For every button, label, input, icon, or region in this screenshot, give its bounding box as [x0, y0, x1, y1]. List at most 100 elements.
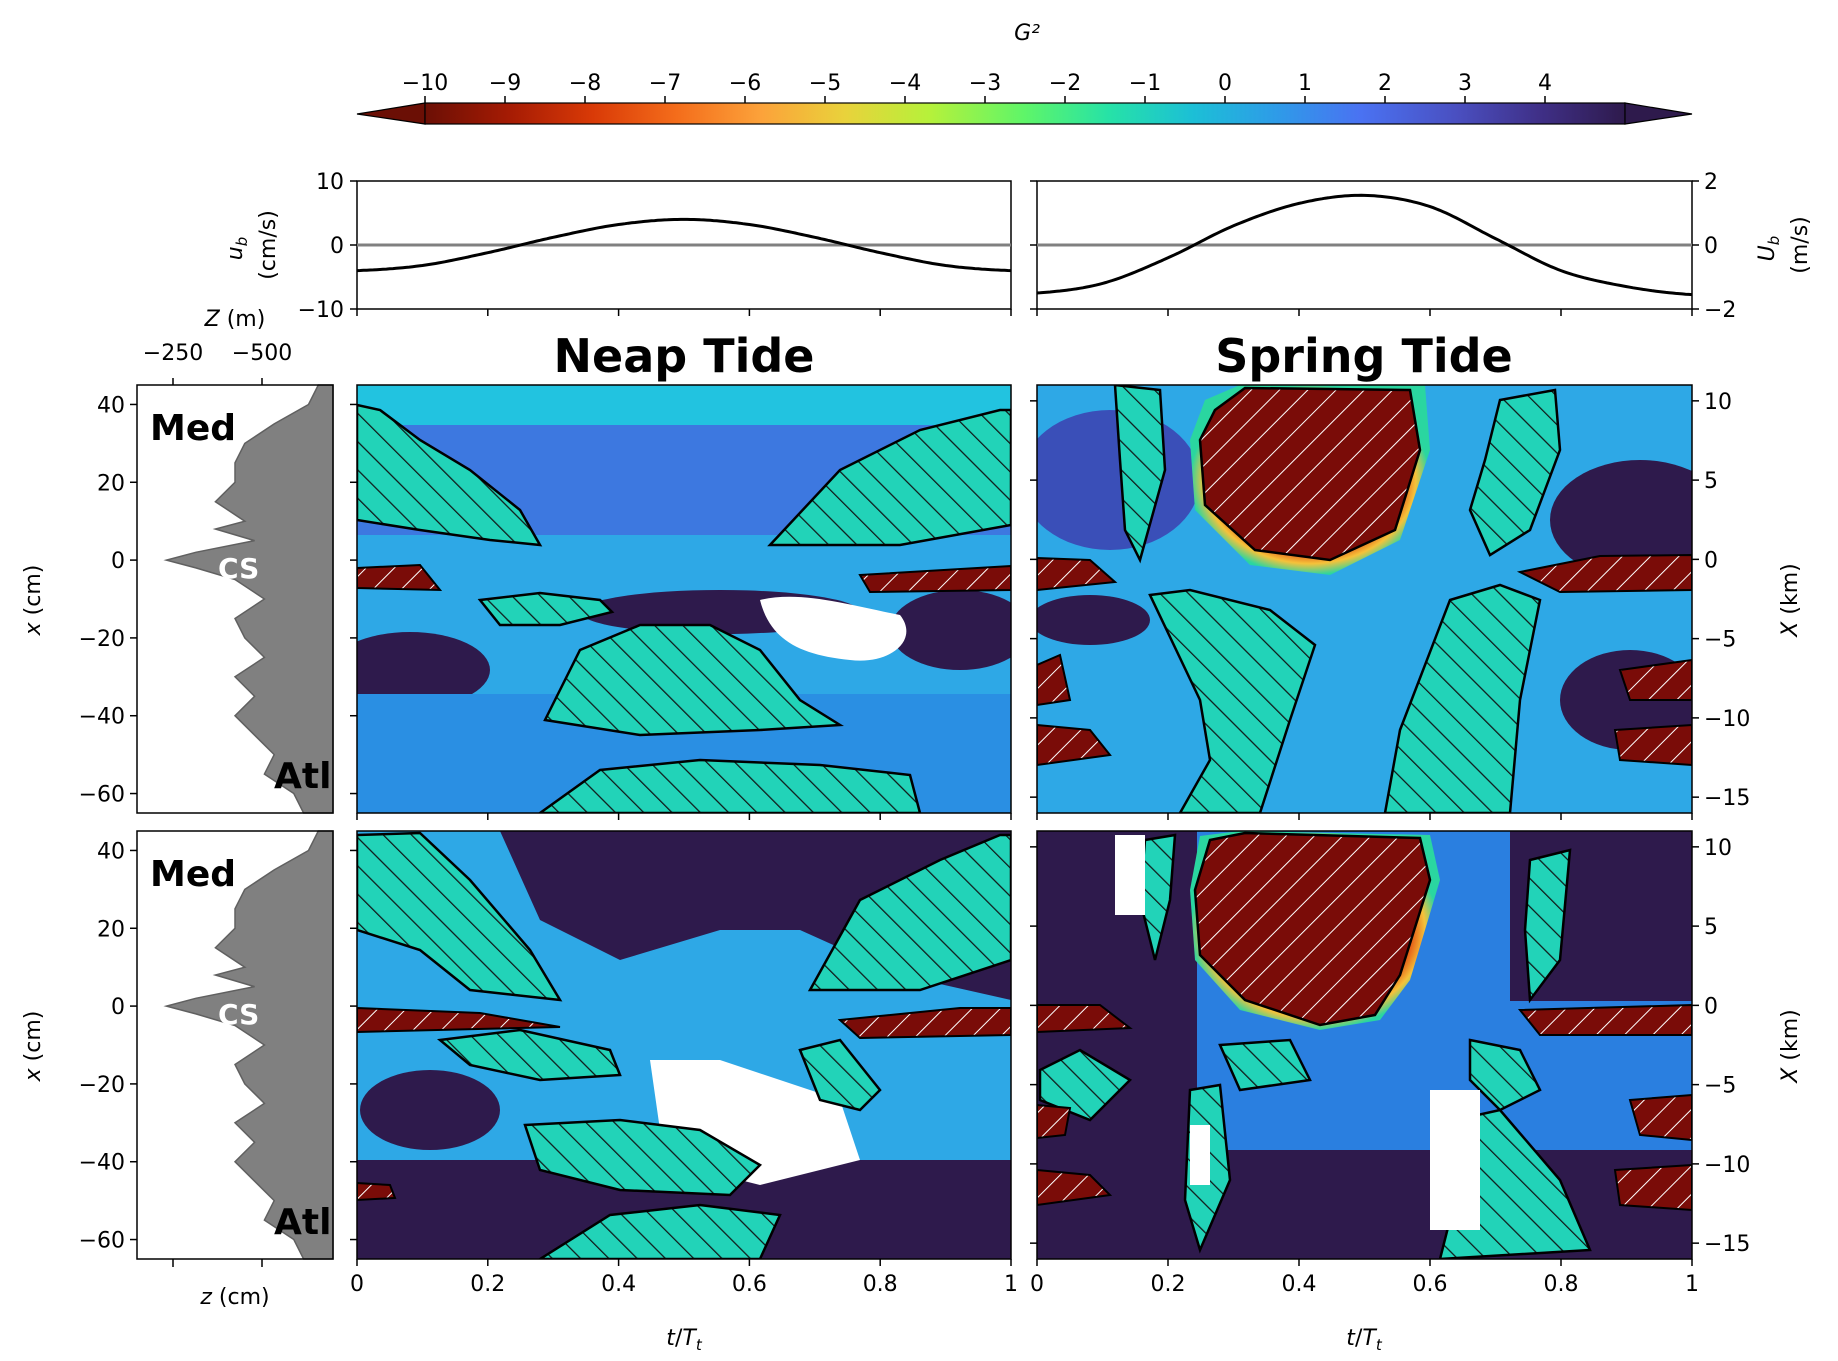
neap-upper-dark-patch [357, 632, 490, 708]
heatmap-spring-lower [1037, 831, 1692, 1259]
spring-lower-hot-band [1613, 1163, 1692, 1212]
spring-upper-X-ticks: 10 5 0 −5 −10 −15 [1030, 390, 1750, 811]
t-tick-label: 0.2 [1151, 1272, 1186, 1297]
X-tick-label: −10 [1704, 707, 1750, 732]
atl-label-lower: Atl [274, 1202, 331, 1243]
Z-ticks: −250 −500 [143, 341, 292, 385]
med-label-lower: Med [150, 854, 236, 895]
spring-lower-hot-band [1037, 1168, 1113, 1207]
spring-lower-X-ticks: 10 5 0 −5 −10 −15 [1030, 836, 1750, 1257]
neap-lower-hatched-region [798, 1038, 882, 1112]
X-axis-label-upper: X (km) [1778, 563, 1803, 637]
spring-upper-hot-band [1037, 653, 1072, 707]
colorbar-tick-label: −3 [969, 71, 1001, 96]
neap-upper-dark-patch [890, 590, 1011, 670]
colorbar-ticks: −10 −9 −8 −7 −6 −5 −4 −3 −2 −1 0 1 2 3 4 [402, 71, 1552, 103]
bathymetry-upper: Med CS Atl 40 20 0 −20 −40 −60 −250 −500 Z (m) [79, 307, 334, 814]
colorbar-tick-label: 0 [1218, 71, 1232, 96]
X-tick-label: 5 [1704, 915, 1718, 940]
Ub-y-tick-label: 2 [1704, 170, 1718, 195]
ub-neap-y-ticks: 10 0 −10 [298, 170, 1037, 323]
spring-upper-hatched-region [1113, 385, 1167, 564]
X-tick-label: 0 [1704, 994, 1718, 1019]
heatmap-spring-lower-frame [1036, 830, 1693, 1260]
t-axis-label-neap: t/Tt [666, 1326, 703, 1354]
bathymetry-lower: Med CS Atl 40 20 0 −20 −40 −60 z (cm) [79, 830, 334, 1310]
t-tick-label: 0.6 [732, 1272, 767, 1297]
x-tick-label: −40 [79, 1151, 125, 1176]
spring-upper-x-ticks [1036, 813, 1693, 820]
colorbar-tick-label: −10 [402, 71, 448, 96]
X-tick-label: 10 [1704, 836, 1732, 861]
spring-tide-title: Spring Tide [1215, 329, 1512, 383]
x-tick-label: −60 [79, 1229, 125, 1254]
x-tick-label: −40 [79, 705, 125, 730]
spring-upper-hatched-region [1148, 588, 1317, 813]
x-axis-label-upper: x (cm) [21, 565, 46, 637]
neap-upper-x-ticks [356, 813, 1012, 820]
colorbar-tick-label: 2 [1378, 71, 1392, 96]
colorbar-tick-label: −1 [1129, 71, 1161, 96]
X-tick-label: −15 [1704, 1232, 1750, 1257]
heatmap-spring-upper-frame [1036, 384, 1693, 814]
Ub-y-tick-label: −2 [1704, 298, 1736, 323]
t-tick-label: 0.2 [470, 1272, 505, 1297]
bathy-lower-frame [136, 830, 334, 1260]
bathymetry-area-upper [163, 384, 334, 814]
spring-lower-nan-region [1115, 835, 1145, 915]
z-ticks-lower [172, 1259, 263, 1267]
spring-lower-hatched-region [1468, 1038, 1542, 1112]
t-tick-label: 0 [1030, 1272, 1044, 1297]
x-axis-label-lower: x (cm) [21, 1011, 46, 1083]
t-tick-label: 0.6 [1413, 1272, 1448, 1297]
Z-tick-label: −500 [232, 341, 292, 366]
spring-upper-hot-band [1618, 658, 1692, 701]
neap-upper-hatched-region [767, 408, 1011, 547]
heatmap-neap-lower [357, 831, 1011, 1259]
neap-upper-hatched-region [357, 403, 543, 547]
X-tick-label: −5 [1704, 628, 1736, 653]
spring-upper-dark-patch [1037, 595, 1150, 645]
ub-y-tick-label: 0 [330, 234, 344, 259]
ub-axis-label: ub (cm/s) [223, 210, 281, 280]
bathy-lower-y-ticks: 40 20 0 −20 −40 −60 [79, 839, 137, 1254]
spring-lower-hot-band [1037, 1103, 1072, 1140]
x-tick-label: 20 [97, 917, 125, 942]
Ub-spring-y-ticks: 2 0 −2 [1692, 170, 1736, 323]
med-label-upper: Med [150, 408, 236, 449]
colorbar-tick-label: −4 [889, 71, 921, 96]
neap-lower-hatched-region [807, 833, 1011, 992]
neap-upper-hot-band [858, 564, 1011, 594]
spring-lower-nan-region [1430, 1090, 1480, 1230]
spring-upper-dark-patch [1550, 460, 1692, 580]
X-tick-label: −10 [1704, 1153, 1750, 1178]
ub-y-tick-label: −10 [298, 298, 344, 323]
colorbar-tick-label: −6 [729, 71, 761, 96]
neap-lower-hot-band [837, 1007, 1011, 1040]
neap-tide-title: Neap Tide [554, 329, 815, 383]
neap-upper-field-edge [357, 385, 1011, 425]
bathy-upper-frame [136, 384, 334, 814]
neap-lower-hot-band [357, 1006, 561, 1034]
t-tick-label: 0.4 [601, 1272, 636, 1297]
spring-upper-hot-band [1516, 553, 1692, 594]
spring-upper-hot-band [1613, 723, 1692, 767]
X-tick-label: 5 [1704, 469, 1718, 494]
neap-lower-hot-band [357, 1181, 397, 1202]
X-tick-label: −15 [1704, 786, 1750, 811]
colorbar-tick-label: −2 [1049, 71, 1081, 96]
X-tick-label: −5 [1704, 1074, 1736, 1099]
heatmap-neap-lower-frame [356, 830, 1012, 1260]
Z-axis-label: Z (m) [204, 307, 266, 332]
spring-upper-hot-band [1037, 556, 1118, 592]
spring-upper-patch [1037, 410, 1200, 550]
x-tick-label: −20 [79, 1073, 125, 1098]
spring-lower-hot-band [1037, 1004, 1133, 1034]
neap-upper-y-ticks [350, 403, 357, 795]
neap-lower-hatched-region [436, 1028, 622, 1082]
ub-neap-series-line [356, 217, 1012, 273]
neap-lower-t-ticks: 0 0.2 0.4 0.6 0.8 1 [350, 1259, 1018, 1297]
spring-lower-hatched-region [1218, 1038, 1312, 1092]
Ub-spring-panel: 2 0 −2 Ub (m/s) [1036, 170, 1813, 323]
spring-lower-hot-band [1517, 1003, 1692, 1036]
